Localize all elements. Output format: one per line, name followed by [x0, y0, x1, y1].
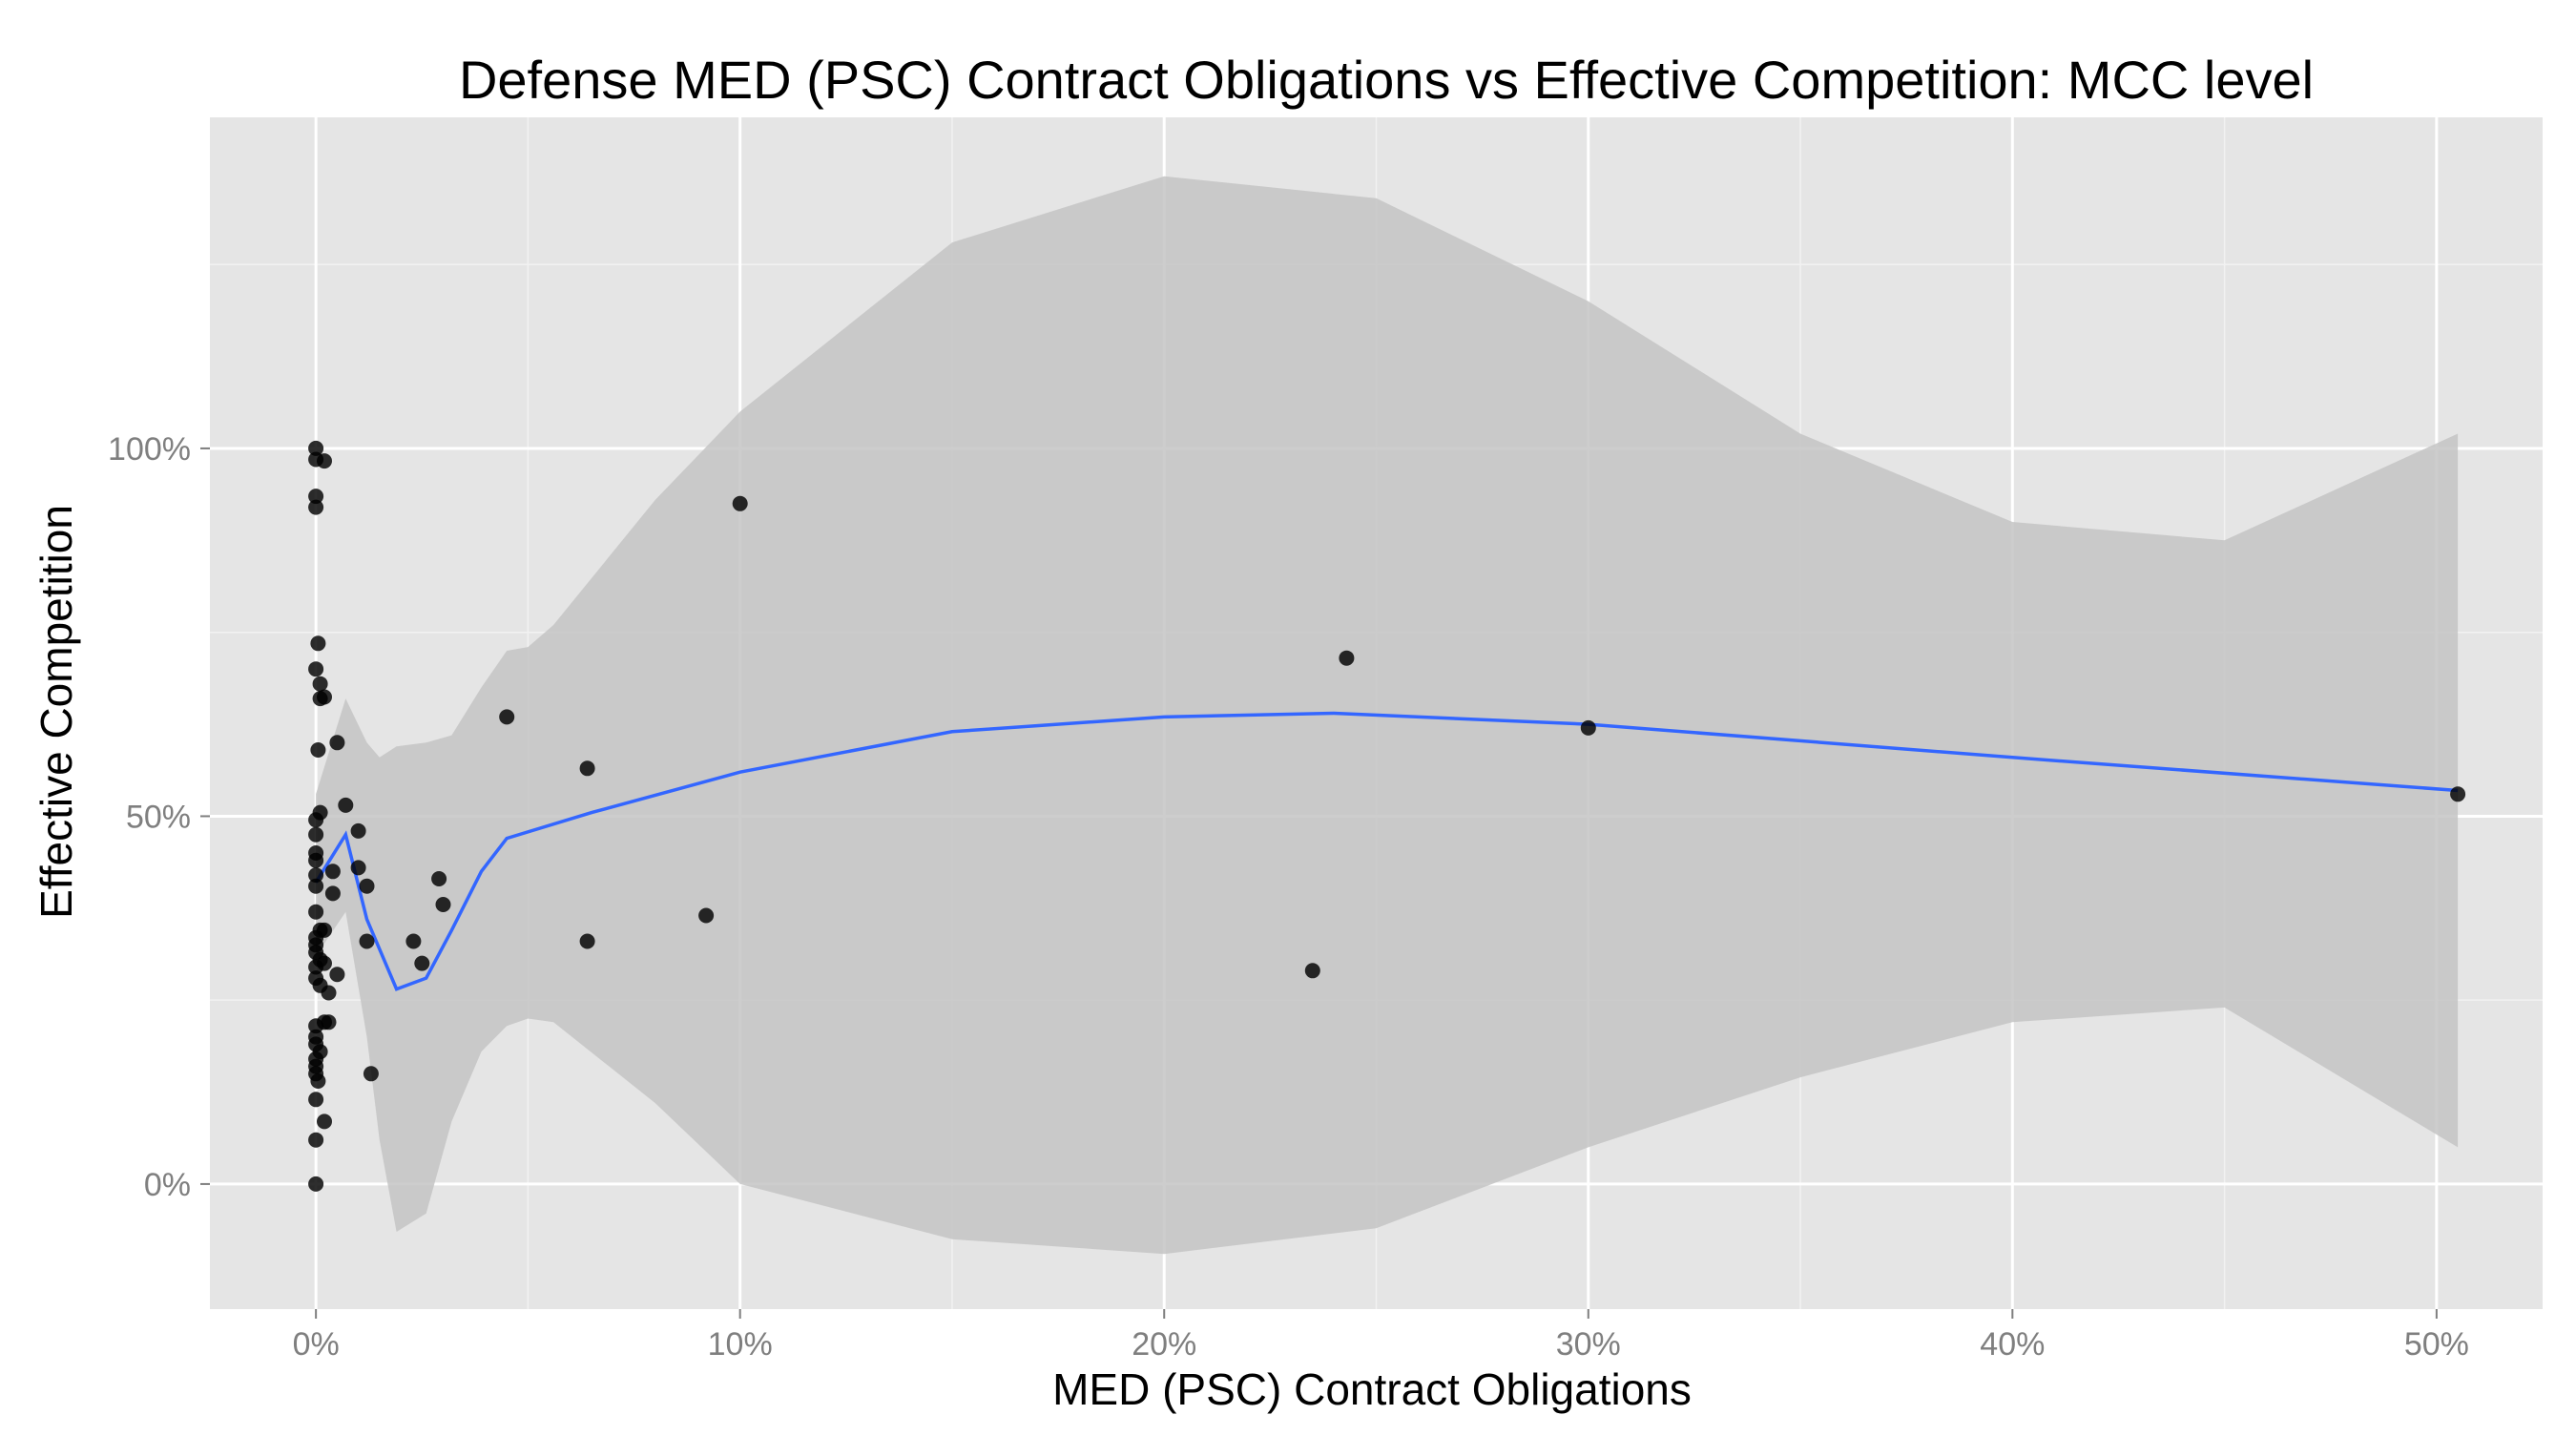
data-point [414, 955, 430, 971]
data-point [329, 735, 345, 751]
data-point [698, 907, 715, 924]
data-point [308, 661, 324, 677]
data-point [308, 1092, 324, 1108]
y-tick-label: 0% [144, 1167, 191, 1203]
data-point [308, 499, 324, 515]
data-point [324, 864, 341, 880]
data-point [308, 904, 324, 920]
data-point [321, 1014, 337, 1030]
data-point [308, 440, 324, 456]
y-axis-title: Effective Competition [31, 505, 81, 919]
data-point [435, 897, 451, 912]
y-axis: 0% 50% 100% [108, 431, 210, 1203]
data-point [317, 453, 332, 469]
x-tick-label: 0% [293, 1326, 340, 1363]
data-point [308, 852, 324, 868]
data-point [1580, 719, 1596, 736]
y-tick-label: 100% [108, 431, 191, 468]
data-point [308, 878, 324, 894]
smooth-trend-line [314, 711, 2459, 991]
data-point [732, 495, 748, 511]
data-point [329, 967, 345, 983]
data-point [308, 1176, 324, 1192]
data-point [350, 860, 366, 876]
data-point [310, 742, 326, 758]
data-point [312, 676, 328, 692]
data-point [499, 709, 515, 725]
y-tick-label: 50% [126, 799, 191, 835]
data-point [579, 760, 595, 777]
data-point [308, 959, 324, 975]
x-axis-title: MED (PSC) Contract Obligations [1052, 1364, 1692, 1414]
data-point [405, 933, 422, 949]
data-point [359, 933, 375, 949]
data-point [1304, 963, 1320, 979]
x-tick-label: 40% [1980, 1326, 2045, 1363]
data-point [350, 822, 366, 839]
data-point [308, 1018, 324, 1034]
data-point [363, 1066, 379, 1082]
x-tick-label: 10% [708, 1326, 773, 1363]
x-tick-label: 30% [1556, 1326, 1621, 1363]
data-point [338, 797, 354, 813]
data-point [431, 871, 447, 886]
data-point [579, 933, 595, 949]
chart-title: Defense MED (PSC) Contract Obligations v… [459, 50, 2314, 110]
data-point [308, 812, 324, 828]
data-point [324, 885, 341, 902]
x-tick-label: 50% [2404, 1326, 2469, 1363]
data-point [308, 489, 324, 505]
x-axis: 0% 10% 20% 30% 40% 50% [293, 1309, 2469, 1363]
data-point [317, 1113, 332, 1130]
data-point [312, 691, 328, 707]
data-points [308, 440, 2466, 1192]
data-point [308, 826, 324, 843]
data-point [359, 878, 375, 894]
data-point [1339, 650, 1355, 666]
data-point [310, 635, 326, 652]
data-point [321, 985, 337, 1001]
data-point [308, 1132, 324, 1148]
x-tick-label: 20% [1132, 1326, 1196, 1363]
data-point [308, 867, 324, 884]
data-point [310, 1073, 326, 1089]
data-point [2450, 786, 2466, 802]
